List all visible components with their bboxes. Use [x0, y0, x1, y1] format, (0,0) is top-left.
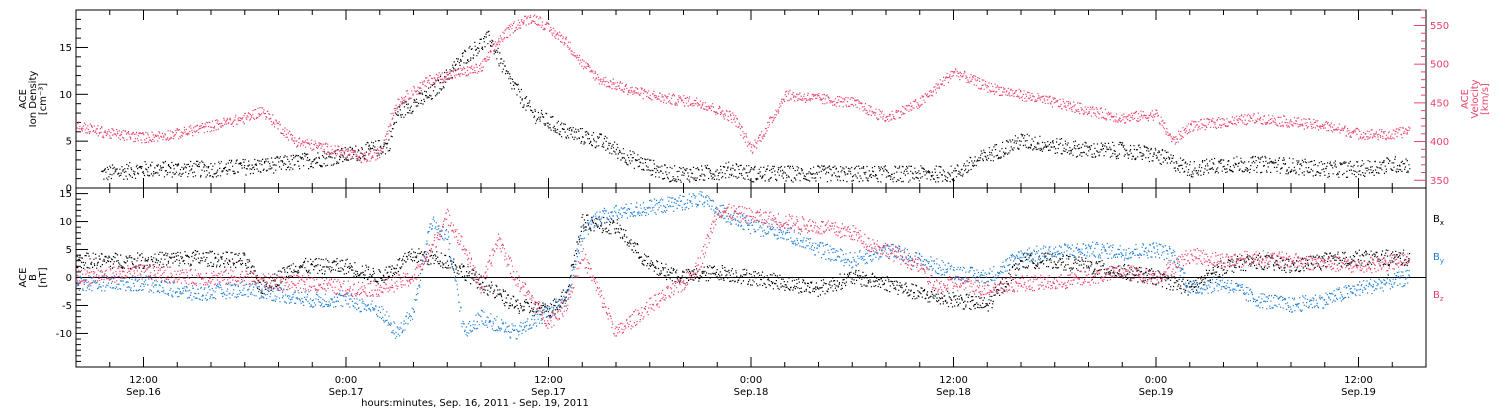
left-tick-label: 10: [59, 217, 72, 228]
x-tick-time: 12:00: [129, 375, 158, 386]
panel-bottom: -10 -5 0 5 10 15 ACE B [nT] Bx By Bz: [18, 187, 1444, 368]
right-tick-label: 550: [1430, 21, 1449, 32]
left-axis-label: [nT]: [38, 267, 49, 287]
series-density: [101, 30, 1411, 183]
left-tick-label: 0: [66, 184, 72, 195]
series-points: [75, 191, 1411, 340]
x-tick-time: 12:00: [1344, 375, 1373, 386]
left-tick-label: 15: [59, 189, 72, 200]
left-tick-label: 10: [59, 90, 72, 101]
left-tick-label: 0: [66, 273, 72, 284]
x-tick-date: Sep.17: [329, 387, 364, 398]
left-tick-label: 15: [59, 43, 72, 54]
x-tick-time: 0:00: [740, 375, 762, 386]
legend-entry-y: By: [1433, 252, 1444, 265]
x-tick-time: 0:00: [335, 375, 357, 386]
right-axis-label: ACE: [1460, 89, 1471, 109]
left-axis-label: ACE: [18, 89, 29, 109]
x-tick-date: Sep.18: [734, 387, 769, 398]
x-tick-date: Sep.19: [1341, 387, 1376, 398]
x-tick-date: Sep.17: [531, 387, 566, 398]
legend-entry-x: Bx: [1433, 214, 1444, 227]
left-tick-label: -5: [62, 301, 72, 312]
right-axis-label: Velocity: [1470, 79, 1481, 118]
series-points: [76, 214, 1411, 318]
x-tick-time: 12:00: [939, 375, 968, 386]
right-tick-label: 400: [1430, 137, 1449, 148]
series-velocity: [75, 14, 1411, 164]
x-tick-date: Sep.19: [1139, 387, 1174, 398]
series-points: [76, 203, 1411, 337]
panel-frame: [75, 9, 1427, 189]
left-axis-label: [cm⁻³]: [38, 83, 49, 115]
right-axis-label: [km/s]: [1480, 83, 1491, 115]
series-By: [75, 191, 1411, 340]
left-axis-label: B: [28, 274, 39, 281]
left-tick-label: 5: [66, 137, 72, 148]
series-Bx: [76, 214, 1411, 318]
x-axis-title: hours:minutes, Sep. 16, 2011 - Sep. 19, …: [361, 398, 589, 409]
x-axis: 12:00Sep.160:00Sep.1712:00Sep.170:00Sep.…: [126, 375, 1376, 398]
right-tick-label: 450: [1430, 98, 1449, 109]
right-tick-label: 500: [1430, 60, 1449, 71]
left-tick-label: -10: [56, 329, 72, 340]
x-tick-date: Sep.18: [936, 387, 971, 398]
x-tick-time: 0:00: [1145, 375, 1167, 386]
x-tick-time: 12:00: [534, 375, 563, 386]
series-points: [75, 14, 1411, 164]
legend-entry-z: Bz: [1433, 290, 1444, 303]
left-axis-label: ACE: [18, 268, 29, 288]
left-axis-label: Ion Density: [28, 71, 39, 128]
series-Bz: [76, 203, 1411, 337]
series-points: [101, 30, 1411, 183]
x-tick-date: Sep.16: [126, 387, 161, 398]
right-tick-label: 350: [1430, 176, 1449, 187]
left-tick-label: 5: [66, 245, 72, 256]
